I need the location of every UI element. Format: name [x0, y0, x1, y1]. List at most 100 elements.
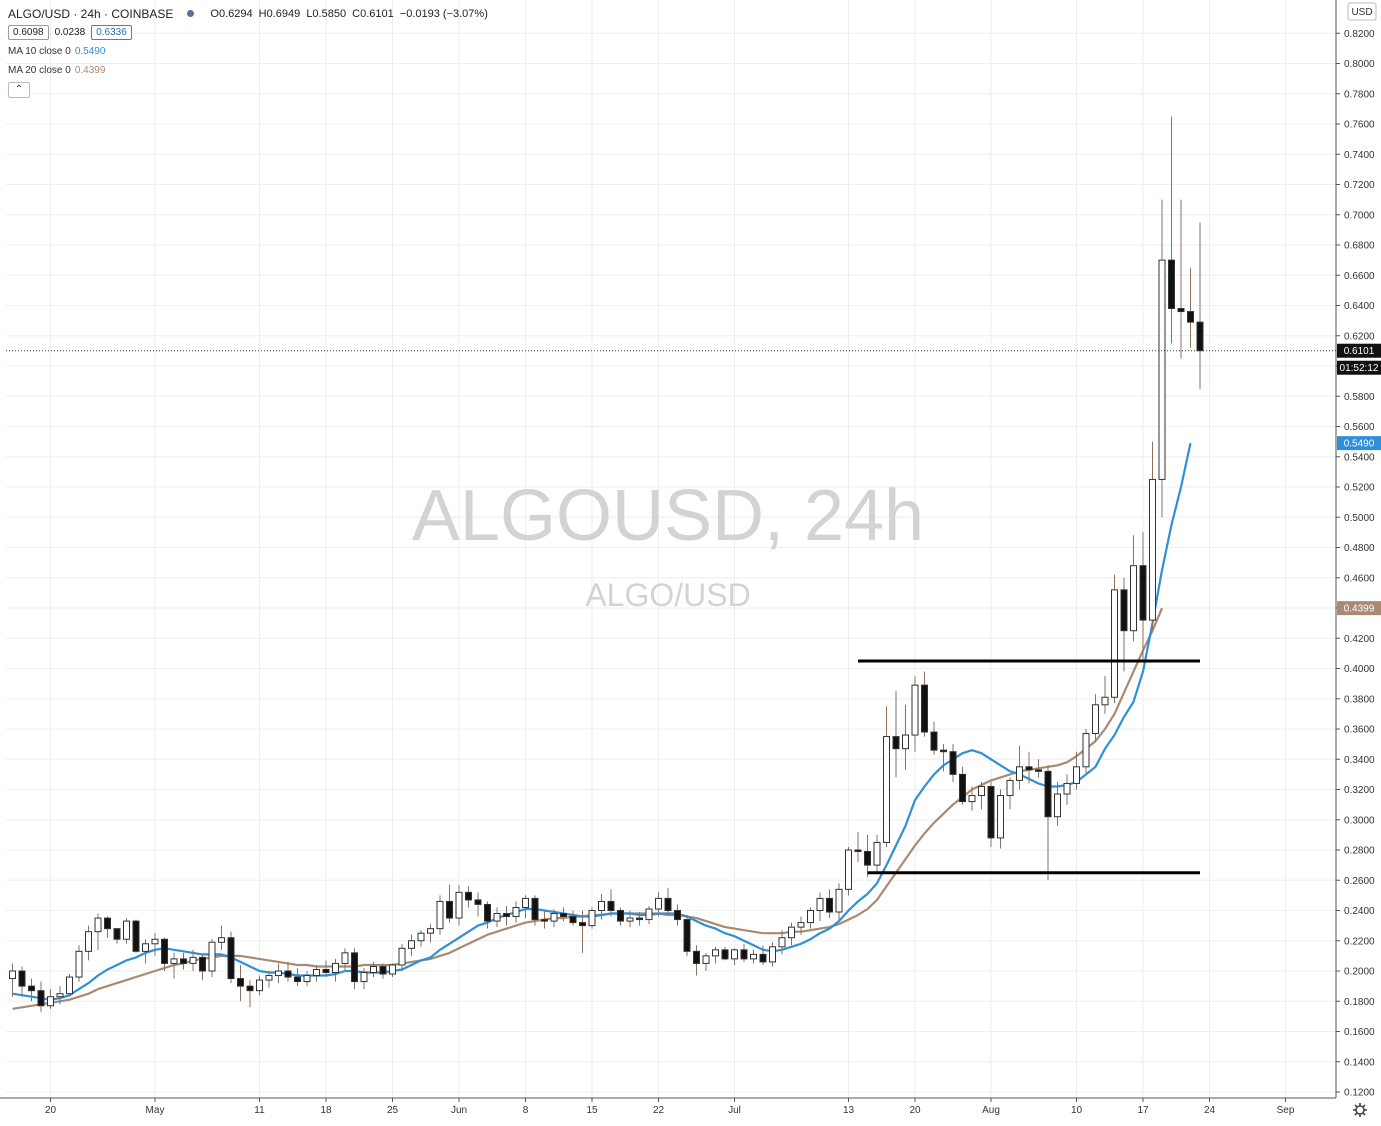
candle [284, 961, 292, 982]
candle [883, 706, 890, 847]
y-tick-label: 0.8000 [1344, 59, 1375, 70]
candle [1149, 441, 1156, 630]
candle [1168, 116, 1175, 344]
candle [275, 963, 282, 984]
candle [493, 907, 501, 928]
y-tick-label: 0.5200 [1344, 483, 1375, 494]
candle [265, 971, 273, 988]
chart-legend: ALGO/USD · 24h · COINBASE O0.6294 H0.694… [8, 4, 491, 99]
ma20-value: 0.4399 [74, 65, 106, 76]
high-value: H0.6949 [258, 7, 301, 20]
y-tick-label: 0.7200 [1344, 180, 1375, 191]
y-tick-label: 0.4800 [1344, 543, 1375, 554]
ma20-badge: 0.4399 [1344, 604, 1375, 615]
x-tick-label: 15 [586, 1105, 598, 1116]
change-value: −0.0193 (−3.07%) [399, 7, 488, 20]
y-tick-label: 0.2200 [1344, 936, 1375, 947]
candle [313, 964, 320, 982]
bid-box[interactable]: 0.6098 [8, 25, 49, 40]
y-tick-label: 0.5000 [1344, 513, 1375, 524]
candle [1054, 781, 1061, 826]
symbol-row: ALGO/USD · 24h · COINBASE O0.6294 H0.694… [8, 4, 491, 23]
candle [237, 964, 244, 1002]
symbol-title[interactable]: ALGO/USD · 24h · COINBASE [8, 6, 174, 21]
candle [303, 971, 311, 987]
candle [683, 915, 691, 956]
candle-body-down [294, 976, 301, 983]
x-tick-label: 20 [45, 1105, 57, 1116]
candle-body-up [816, 897, 824, 912]
ma10-row[interactable]: MA 10 close 0 0.5490 [8, 42, 491, 61]
y-tick-label: 0.3400 [1344, 755, 1375, 766]
candle-body-down [161, 938, 168, 964]
candle-body-down [237, 978, 244, 987]
candle [598, 893, 605, 920]
x-tick-labels: 20 May 11 18 25 Jun 8 15 22 Jul 13 20 Aug 10 17 24 Sep [45, 1098, 1295, 1116]
horizontal-levels[interactable] [858, 659, 1200, 875]
y-tick-label: 0.6400 [1344, 301, 1375, 312]
candle [9, 963, 16, 997]
gear-icon[interactable] [1353, 1103, 1367, 1117]
y-tick-label: 0.2800 [1344, 846, 1375, 857]
candle [66, 974, 73, 997]
candle [550, 908, 558, 928]
y-tick-label: 0.8200 [1344, 29, 1375, 40]
candle-body-up [1054, 793, 1061, 818]
y-tick-label: 0.1200 [1344, 1088, 1375, 1099]
candle-body-up [1149, 478, 1156, 621]
x-tick-label: Aug [982, 1105, 1000, 1116]
chevron-up-icon[interactable]: ⌃ [8, 81, 30, 98]
candle [1006, 777, 1014, 810]
candle [788, 922, 795, 946]
candle-body-up [731, 949, 738, 960]
candle-body-up [1016, 766, 1023, 781]
candle-body-down [531, 897, 539, 921]
ma20-label: MA 20 close 0 [8, 65, 71, 76]
candle-body-down [607, 900, 615, 911]
candle [807, 907, 814, 929]
candle [47, 989, 54, 1009]
y-tick-label: 0.1400 [1344, 1057, 1375, 1068]
candle [455, 884, 463, 926]
candle-body-down [892, 736, 900, 750]
x-tick-label: 17 [1137, 1105, 1149, 1116]
candle-body-up [85, 931, 92, 952]
candle-body-up [455, 891, 463, 919]
candle-body-up [712, 949, 719, 957]
candle [1187, 267, 1194, 348]
candle-body-down [18, 970, 26, 987]
candle-body-up [398, 947, 406, 966]
x-tick-label: 8 [523, 1105, 529, 1116]
y-tick-label: 0.4600 [1344, 573, 1375, 584]
candle-body-up [436, 900, 444, 930]
candle [294, 967, 301, 987]
candle-body-up [769, 946, 776, 963]
candle [864, 834, 871, 878]
candle-body-down [636, 917, 643, 921]
price-axis[interactable]: 0.1200 0.1400 0.1600 0.1800 0.2000 0.2200 0.24… [1335, 0, 1381, 1099]
ma10-value: 0.5490 [74, 46, 106, 57]
candle-body-up [275, 970, 282, 977]
candle [845, 846, 852, 896]
candle-body-up [788, 926, 795, 939]
candle-body-up [797, 922, 805, 928]
candle-body-up [1111, 589, 1118, 698]
candle-body-up [170, 958, 178, 964]
ma20-row[interactable]: MA 20 close 0 0.4399 [8, 61, 491, 80]
currency-button[interactable]: USD [1351, 7, 1372, 18]
y-tick-label: 0.5600 [1344, 422, 1375, 433]
candle [1101, 676, 1109, 714]
candle-body-down [180, 958, 187, 964]
candle [674, 904, 681, 926]
low-value: L0.5850 [306, 7, 347, 20]
y-tick-label: 0.3600 [1344, 725, 1375, 736]
time-axis[interactable]: 20 May 11 18 25 Jun 8 15 22 Jul 13 20 Aug 10 17 24 Sep [0, 1097, 1381, 1121]
ask-box[interactable]: 0.6336 [91, 25, 132, 40]
candle [389, 963, 396, 978]
candle [227, 931, 235, 984]
y-tick-labels: 0.1200 0.1400 0.1600 0.1800 0.2000 0.2200 0.24… [1336, 29, 1375, 1099]
candle [85, 925, 92, 961]
candle-body-up [66, 976, 73, 995]
